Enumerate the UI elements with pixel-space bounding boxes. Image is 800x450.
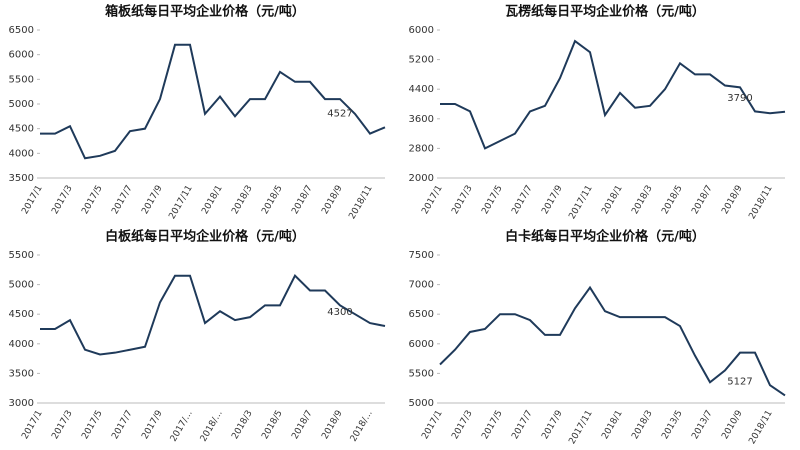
x-tick-label: 2018/3 — [230, 184, 254, 216]
x-tick-label: 2017/7 — [110, 409, 134, 441]
x-tick-label: 2017/7 — [510, 409, 534, 441]
x-tick-label: 2017/5 — [480, 409, 504, 441]
y-tick-label: 5500 — [409, 368, 434, 379]
y-tick-label: 4000 — [9, 339, 34, 350]
annotation: 3790 — [727, 93, 752, 104]
x-tick-label: 2017/9 — [540, 184, 565, 217]
y-tick-label: 4500 — [9, 309, 34, 320]
x-tick-label: 2013/5 — [660, 409, 684, 441]
y-tick-label: 6500 — [9, 25, 34, 36]
data-line — [439, 285, 786, 397]
annotation: 4300 — [327, 307, 352, 318]
y-tick-label: 5200 — [409, 55, 434, 66]
x-tick-label: 2018/3 — [630, 184, 654, 216]
y-tick-label: 4500 — [9, 124, 34, 135]
annotation: 4527 — [327, 108, 352, 119]
x-tick-label: 2017/9 — [140, 409, 165, 442]
x-tick-label: 2017/1 — [20, 184, 44, 216]
x-tick-label: 2017/1 — [20, 409, 44, 441]
annotation: 5127 — [727, 376, 752, 387]
y-tick-label: 6000 — [409, 339, 434, 350]
x-tick-label: 2018/5 — [260, 184, 284, 216]
x-tick-label: 2018/5 — [260, 409, 284, 441]
data-line — [440, 39, 786, 150]
x-tick-label: 2018/11 — [747, 184, 774, 221]
x-tick-label: 2017/3 — [50, 409, 74, 441]
x-tick-label: 2017/11 — [567, 409, 594, 446]
data-line — [40, 43, 386, 160]
x-tick-label: 2010/9 — [720, 409, 745, 442]
x-tick-label: 2018/9 — [320, 409, 345, 442]
x-tick-label: 2018/7 — [690, 184, 714, 216]
x-tick-label: 2017/5 — [480, 184, 504, 216]
y-tick-label: 6000 — [409, 25, 434, 36]
x-tick-label: 2018/11 — [747, 409, 774, 446]
x-tick-label: 2017/5 — [80, 409, 104, 441]
chart-title: 白板纸每日平均企业价格（元/吨） — [105, 229, 305, 245]
y-tick-label: 5000 — [9, 99, 34, 110]
y-tick-label: 5500 — [9, 250, 34, 261]
x-tick-label: 2018/1 — [600, 184, 624, 216]
x-tick-label: 2017/7 — [110, 184, 134, 216]
y-tick-label: 6500 — [409, 309, 434, 320]
y-tick-label: 2000 — [409, 173, 434, 184]
y-tick-label: 3600 — [409, 114, 434, 125]
y-tick-label: 6000 — [9, 50, 34, 61]
x-tick-label: 2018/... — [199, 409, 225, 444]
x-tick-label: 2013/7 — [690, 409, 714, 441]
y-tick-label: 4400 — [409, 84, 434, 95]
x-tick-label: 2018/1 — [200, 184, 224, 216]
x-tick-label: 2017/3 — [450, 409, 474, 441]
x-tick-label: 2017/... — [169, 409, 195, 444]
x-tick-label: 2018/... — [349, 409, 375, 444]
data-line — [40, 274, 386, 356]
x-tick-label: 2018/1 — [600, 409, 624, 441]
x-tick-label: 2017/11 — [567, 184, 594, 221]
x-tick-label: 2018/7 — [290, 409, 314, 441]
chart-title: 箱板纸每日平均企业价格（元/吨） — [105, 4, 305, 20]
chart-title: 白卡纸每日平均企业价格（元/吨） — [505, 229, 705, 245]
x-tick-label: 2018/3 — [230, 409, 254, 441]
y-tick-label: 7500 — [409, 250, 434, 261]
x-tick-label: 2018/9 — [720, 184, 745, 217]
x-tick-label: 2017/9 — [140, 184, 165, 217]
x-tick-label: 2017/11 — [167, 184, 194, 221]
x-tick-label: 2017/3 — [450, 184, 474, 216]
chart-title: 瓦楞纸每日平均企业价格（元/吨） — [505, 4, 705, 20]
x-tick-label: 2017/5 — [80, 184, 104, 216]
x-tick-label: 2017/7 — [510, 184, 534, 216]
x-tick-label: 2017/1 — [420, 409, 444, 441]
y-tick-label: 5000 — [9, 280, 34, 291]
y-tick-label: 7000 — [409, 280, 434, 291]
y-tick-label: 3500 — [9, 368, 34, 379]
y-tick-label: 3500 — [9, 173, 34, 184]
y-tick-label: 5000 — [409, 398, 434, 409]
x-tick-label: 2018/3 — [630, 409, 654, 441]
x-tick-label: 2018/9 — [320, 184, 345, 217]
x-tick-label: 2017/9 — [540, 409, 565, 442]
y-tick-label: 4000 — [9, 148, 34, 159]
y-tick-label: 3000 — [9, 398, 34, 409]
x-tick-label: 2018/7 — [290, 184, 314, 216]
x-tick-label: 2017/3 — [50, 184, 74, 216]
x-tick-label: 2018/11 — [347, 184, 374, 221]
x-tick-label: 2017/1 — [420, 184, 444, 216]
x-tick-label: 2018/5 — [660, 184, 684, 216]
y-tick-label: 2800 — [409, 143, 434, 154]
y-tick-label: 5500 — [9, 74, 34, 85]
